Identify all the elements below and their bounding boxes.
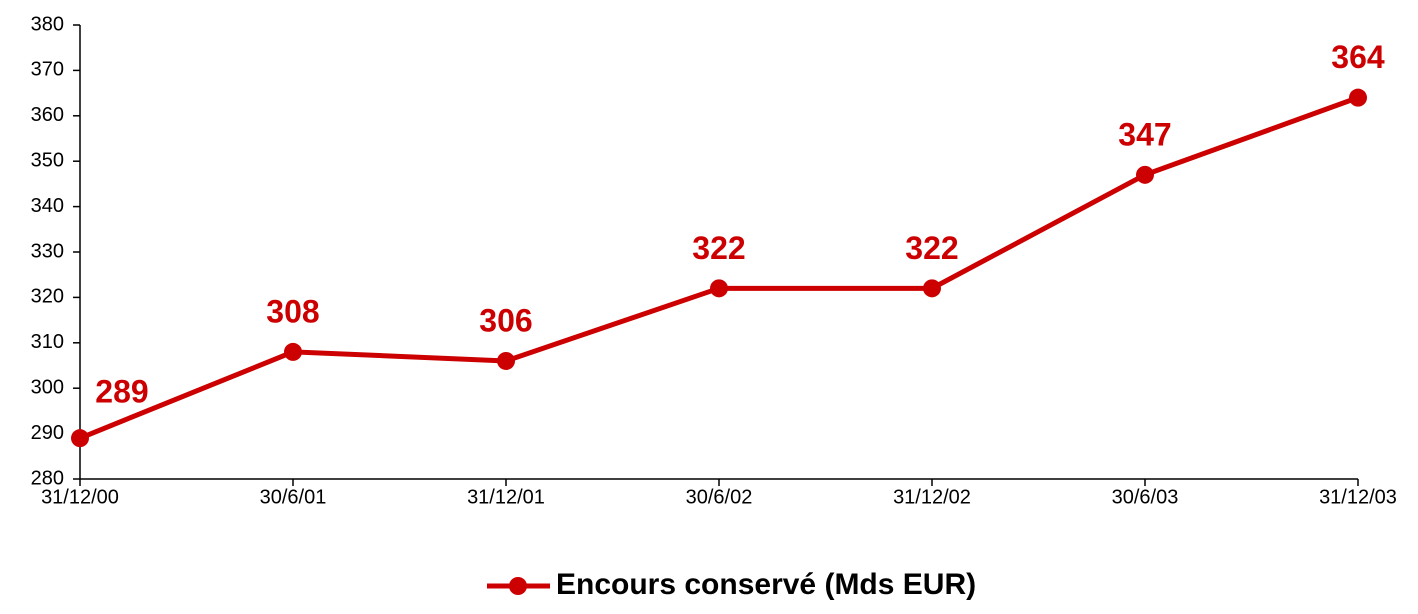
marker — [497, 351, 515, 370]
data-label: 306 — [479, 302, 532, 338]
x-tick-label: 31/12/01 — [467, 486, 545, 508]
data-label: 322 — [692, 230, 745, 266]
legend-label: Encours conservé (Mds EUR) — [556, 568, 976, 601]
x-tick-label: 30/6/01 — [260, 486, 327, 508]
y-tick-label: 330 — [31, 240, 64, 262]
marker — [923, 279, 941, 298]
x-tick-label: 31/12/02 — [893, 486, 971, 508]
y-tick-label: 320 — [31, 286, 64, 308]
x-tick-label: 31/12/03 — [1319, 486, 1397, 508]
marker — [710, 279, 728, 298]
y-tick-label: 310 — [31, 331, 64, 353]
y-tick-label: 280 — [31, 467, 64, 489]
y-tick-label: 290 — [31, 422, 64, 444]
marker — [284, 342, 302, 361]
marker — [1349, 88, 1367, 107]
data-label: 364 — [1331, 39, 1385, 75]
y-tick-label: 380 — [31, 13, 64, 35]
y-tick-label: 350 — [31, 149, 64, 171]
legend-marker — [509, 577, 527, 595]
x-tick-label: 30/6/03 — [1112, 486, 1179, 508]
y-tick-label: 340 — [31, 195, 64, 217]
data-label: 322 — [905, 230, 958, 266]
data-label: 347 — [1118, 116, 1171, 152]
y-tick-label: 370 — [31, 59, 64, 81]
marker — [71, 429, 89, 448]
x-tick-label: 31/12/00 — [41, 486, 119, 508]
data-label: 289 — [95, 374, 148, 410]
y-tick-label: 300 — [31, 376, 64, 398]
marker — [1136, 165, 1154, 184]
y-tick-label: 360 — [31, 104, 64, 126]
data-label: 308 — [266, 293, 319, 329]
x-tick-label: 30/6/02 — [686, 486, 753, 508]
